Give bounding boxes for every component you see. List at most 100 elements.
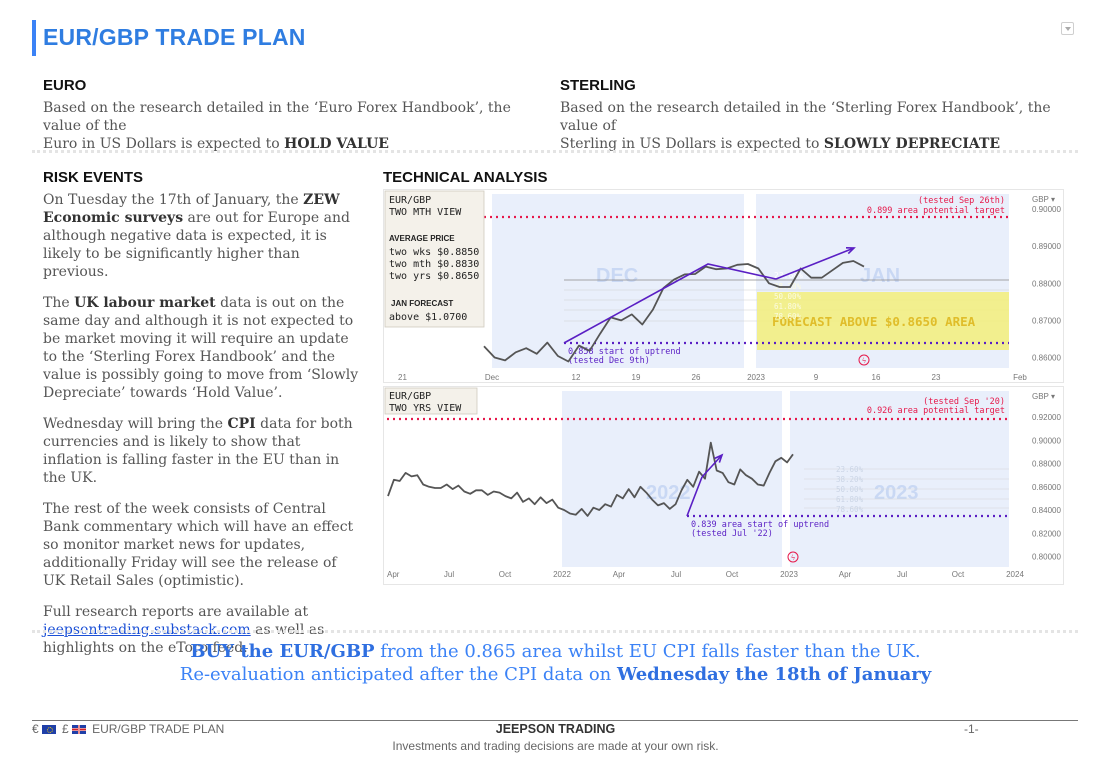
support-label: 0.839 area start of uptrend xyxy=(691,520,829,530)
fib-label: 61.80% xyxy=(774,302,802,311)
fib-label: 78.60% xyxy=(774,312,802,321)
x-tick-label: Jul xyxy=(671,570,681,579)
section-divider xyxy=(32,150,1078,153)
sterling-summary: Based on the research detailed in the ‘S… xyxy=(560,99,1075,153)
target-tested: (tested Sep '20) xyxy=(923,397,1005,407)
forecast-box-label: FORECAST ABOVE $0.8650 AREA xyxy=(772,314,976,329)
buy-call: BUY the EUR/GBP xyxy=(190,641,375,662)
trend-line xyxy=(686,476,703,517)
chart-two-month-svg: DEC JAN 0.90000 0.89000 0.88000 0.87000 0.8600… xyxy=(384,190,1061,382)
target-label: 0.899 area potential target xyxy=(867,206,1005,216)
y-tick-label: 0.87000 xyxy=(1032,316,1061,325)
x-tick-label: 12 xyxy=(572,373,581,382)
fib-label: 50.00% xyxy=(774,292,802,301)
x-tick-label: Feb xyxy=(1013,373,1027,382)
event-icon-glyph: ϟ xyxy=(791,554,796,562)
chart-two-month[interactable]: DEC JAN 0.90000 0.89000 0.88000 0.87000 0.8600… xyxy=(383,189,1064,383)
target-tested: (tested Sep 26th) xyxy=(918,196,1005,206)
info-panel xyxy=(384,190,485,328)
y-tick-label: 0.90000 xyxy=(1032,436,1061,445)
euro-outlook: HOLD VALUE xyxy=(284,136,389,152)
chart-two-year-svg: 2022 2023 0.92000 0.90000 0.88000 0.86000 0.84… xyxy=(384,387,1061,579)
dropdown-icon[interactable] xyxy=(1061,22,1074,35)
footer-left: € £ EUR/GBP TRADE PLAN xyxy=(32,722,225,736)
trade-call: BUY the EUR/GBP from the 0.865 area whil… xyxy=(179,641,932,685)
x-tick-label: Apr xyxy=(613,570,626,579)
footer-divider xyxy=(32,720,1078,721)
footer-brand: JEEPSON TRADING xyxy=(495,722,616,736)
trend-arrow-head xyxy=(714,453,724,463)
x-tick-label: Apr xyxy=(839,570,852,579)
euro-line2: Euro in US Dollars is expected to xyxy=(43,136,285,152)
avg-weeks: two wks $0.8850 xyxy=(389,247,479,258)
support-tested: (tested Dec 9th) xyxy=(568,356,650,366)
y-tick-label: 0.86000 xyxy=(1032,353,1061,362)
x-tick-label: 26 xyxy=(692,373,701,382)
reevaluation-date: Wednesday the 18th of January xyxy=(616,664,932,685)
uk-flag-icon xyxy=(71,725,86,735)
chart-title: EUR/GBP xyxy=(389,195,431,206)
period-label: 2023 xyxy=(874,482,919,504)
trend-line xyxy=(563,263,777,344)
footer-disclaimer: Investments and trading decisions are ma… xyxy=(392,739,719,753)
risk-paragraph: Wednesday will bring the CPI data for bo… xyxy=(43,416,353,486)
y-tick-label: 0.84000 xyxy=(1032,506,1061,515)
euro-heading: EURO xyxy=(43,77,87,94)
section-divider-bottom xyxy=(32,630,1078,633)
y-tick-label: 0.92000 xyxy=(1032,413,1061,422)
x-tick-label: 21 xyxy=(398,373,407,382)
x-tick-label: Oct xyxy=(726,570,739,579)
page-title: EUR/GBP TRADE PLAN xyxy=(43,24,306,50)
jan-value: above $1.0700 xyxy=(389,312,467,323)
x-tick-label: 2024 xyxy=(1006,570,1024,579)
event-icon xyxy=(858,354,870,366)
jan-heading: JAN FORECAST xyxy=(391,299,453,308)
period-panel xyxy=(492,194,744,368)
event-icon xyxy=(787,551,799,563)
price-series xyxy=(387,441,794,517)
x-tick-label: Jul xyxy=(897,570,907,579)
chart-two-year[interactable]: 2022 2023 0.92000 0.90000 0.88000 0.86000 0.84… xyxy=(383,386,1064,585)
x-tick-label: 23 xyxy=(932,373,941,382)
info-panel xyxy=(384,387,478,415)
x-tick-label: Dec xyxy=(485,373,499,382)
support-label: 0.858 start of uptrend xyxy=(568,347,681,357)
trend-arrow xyxy=(775,247,855,280)
sterling-line1: Based on the research detailed in the ‘S… xyxy=(560,100,1051,134)
fib-label: 78.60% xyxy=(836,505,864,514)
period-label: 2022 xyxy=(646,482,691,504)
euro-line1: Based on the research detailed in the ‘E… xyxy=(43,100,511,134)
support-tested: (tested Jul '22) xyxy=(691,529,773,539)
period-label: DEC xyxy=(596,265,638,287)
fib-label: 50.00% xyxy=(836,485,864,494)
trend-arrow xyxy=(701,454,723,478)
period-label: JAN xyxy=(860,265,900,287)
x-tick-label: Oct xyxy=(499,570,512,579)
y-tick-label: 0.90000 xyxy=(1032,205,1061,214)
chart-subtitle: TWO YRS VIEW xyxy=(389,403,462,414)
y-tick-label: 0.89000 xyxy=(1032,242,1061,251)
event-icon-glyph: ϟ xyxy=(862,357,867,365)
x-tick-label: 2022 xyxy=(553,570,571,579)
x-tick-label: Oct xyxy=(952,570,965,579)
fib-label: 61.80% xyxy=(836,495,864,504)
y-tick-label: 0.86000 xyxy=(1032,483,1061,492)
fib-label: 23.60% xyxy=(836,465,864,474)
page-number: -1- xyxy=(964,722,979,736)
x-tick-label: 2023 xyxy=(780,570,798,579)
title-accent-bar xyxy=(32,20,36,56)
avg-heading: AVERAGE PRICE xyxy=(389,234,455,243)
eu-flag-icon xyxy=(41,725,56,735)
y-tick-label: 0.88000 xyxy=(1032,460,1061,469)
technical-heading: TECHNICAL ANALYSIS xyxy=(383,169,548,186)
avg-month: two mth $0.8830 xyxy=(389,259,479,270)
chart-subtitle: TWO MTH VIEW xyxy=(389,207,462,218)
y-tick-label: 0.88000 xyxy=(1032,279,1061,288)
target-label: 0.926 area potential target xyxy=(867,406,1005,416)
fib-label: 38.20% xyxy=(836,475,864,484)
sterling-heading: STERLING xyxy=(560,77,636,94)
avg-years: two yrs $0.8650 xyxy=(389,271,479,282)
fib-label: 23.60% xyxy=(774,271,803,280)
sterling-line2: Sterling in US Dollars is expected to xyxy=(560,136,824,152)
euro-summary: Based on the research detailed in the ‘E… xyxy=(43,99,553,153)
